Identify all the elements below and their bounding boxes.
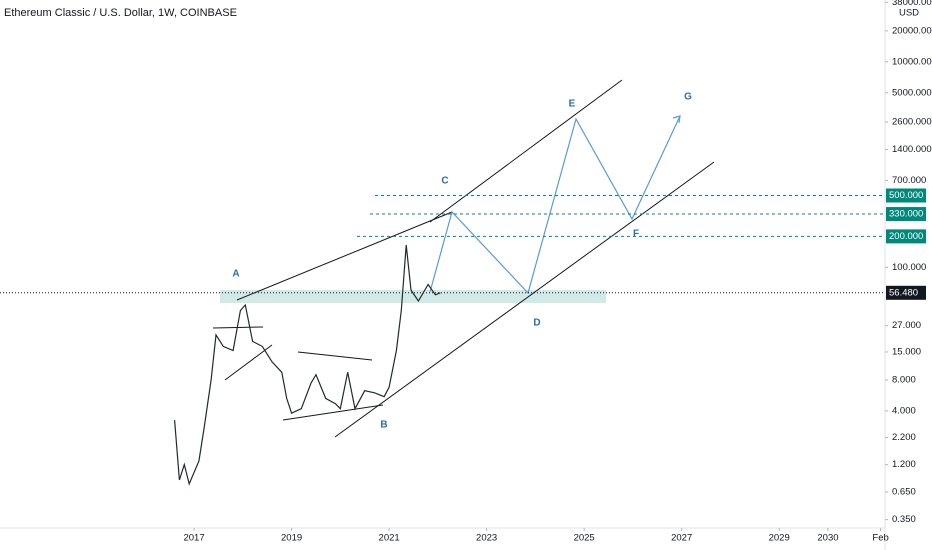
current-price-box [886,285,926,300]
x-tick-label: Feb [872,533,888,544]
x-tick-label: 2019 [281,533,302,544]
trendline [297,351,373,361]
y-tick-label: 27.000 [892,320,921,331]
trendline [236,211,453,301]
wave-label: C [441,176,448,187]
x-tick-label: 2027 [671,533,692,544]
y-tick-label: 100.000 [892,262,926,273]
trendline [334,161,715,438]
level-label: 500.000 [889,190,923,201]
trendline [282,404,384,421]
y-tick-label: 38000.000 [892,0,932,8]
wave-label: G [684,92,692,103]
level-label: 330.000 [889,209,923,220]
projection-path [429,115,681,295]
price-line [174,244,441,486]
y-unit: USD [899,8,919,19]
x-tick-label: 2030 [817,533,838,544]
trendline [224,344,273,381]
current-price-label: 56.480 [889,287,918,298]
y-tick-label: 0.350 [892,514,916,525]
x-tick-label: 2021 [379,533,400,544]
wave-label: F [633,229,639,240]
level-label-box [886,229,926,244]
y-tick-label: 15.000 [892,346,921,357]
x-tick-label: 2017 [183,533,204,544]
chart-title: Ethereum Classic / U.S. Dollar, 1W, COIN… [4,7,237,19]
y-tick-label: 2.200 [892,432,916,443]
trendline [212,326,264,329]
y-tick-label: 4.000 [892,405,916,416]
wave-label: D [533,318,540,329]
projection-arrow [672,115,681,124]
y-tick-label: 700.000 [892,175,926,186]
wave-label: E [569,99,576,110]
y-tick-label: 2600.000 [892,116,932,127]
x-tick-label: 2029 [769,533,790,544]
y-tick-label: 10000.000 [892,56,932,67]
level-label: 200.000 [889,231,923,242]
support-zone [220,290,606,303]
wave-label: A [232,269,239,280]
y-tick-label: 5000.000 [892,87,932,98]
x-tick-label: 2025 [574,533,595,544]
y-tick-label: 0.650 [892,487,916,498]
x-tick-label: 2023 [476,533,497,544]
y-tick-label: 20000.000 [892,25,932,36]
y-tick-label: 1.200 [892,459,916,470]
y-tick-label: 1400.000 [892,144,932,155]
trendlines [212,79,715,438]
level-label-box [886,188,926,203]
level-label-box [886,207,926,222]
y-tick-label: 8.000 [892,375,916,386]
wave-label: B [380,420,387,431]
trendline [429,79,623,223]
